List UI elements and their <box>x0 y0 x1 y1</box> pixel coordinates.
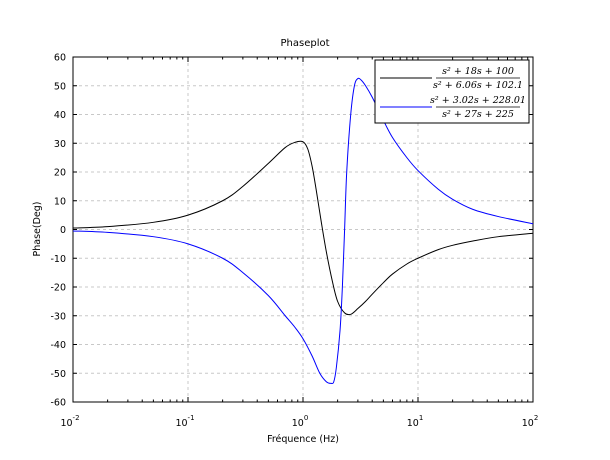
legend-numerator-series-2: s² + 3.02s + 228.01 <box>430 95 526 106</box>
y-tick-label: 0 <box>60 225 66 236</box>
y-tick-label: -60 <box>50 398 66 409</box>
y-tick-label: 40 <box>54 110 66 121</box>
y-axis-label: Phase(Deg) <box>32 202 43 257</box>
y-tick-label: 50 <box>54 81 66 92</box>
x-tick-label: 101 <box>407 414 424 429</box>
y-tick-label: 10 <box>54 196 66 207</box>
x-tick-label: 10-2 <box>60 414 79 429</box>
y-tick-label: -40 <box>50 340 66 351</box>
legend-box <box>374 59 530 124</box>
series-lines <box>72 77 534 385</box>
grid-lines <box>73 57 533 402</box>
x-tick-label: 102 <box>522 414 539 429</box>
x-tick-label: 10-1 <box>175 414 194 429</box>
legend-numerator-series-1: s² + 18s + 100 <box>442 66 514 77</box>
series-2-line <box>72 77 534 385</box>
y-tick-label: 20 <box>54 168 66 179</box>
legend-denominator-series-2: s² + 27s + 225 <box>442 109 514 120</box>
y-tick-label: -50 <box>50 369 66 380</box>
legend: s² + 18s + 100 s² + 6.06s + 102.1 s² + 3… <box>374 59 530 124</box>
legend-denominator-series-1: s² + 6.06s + 102.1 <box>433 80 523 91</box>
y-tick-label: 60 <box>54 53 66 64</box>
chart-title: Phaseplot <box>280 38 329 49</box>
y-tick-label: -10 <box>50 254 66 265</box>
series-1-line <box>72 140 534 316</box>
y-tick-label: -20 <box>50 283 66 294</box>
x-tick-label: 100 <box>292 414 309 429</box>
x-axis-label: Fréquence (Hz) <box>267 434 339 445</box>
y-tick-label: 30 <box>54 139 66 150</box>
y-tick-label: -30 <box>50 311 66 322</box>
